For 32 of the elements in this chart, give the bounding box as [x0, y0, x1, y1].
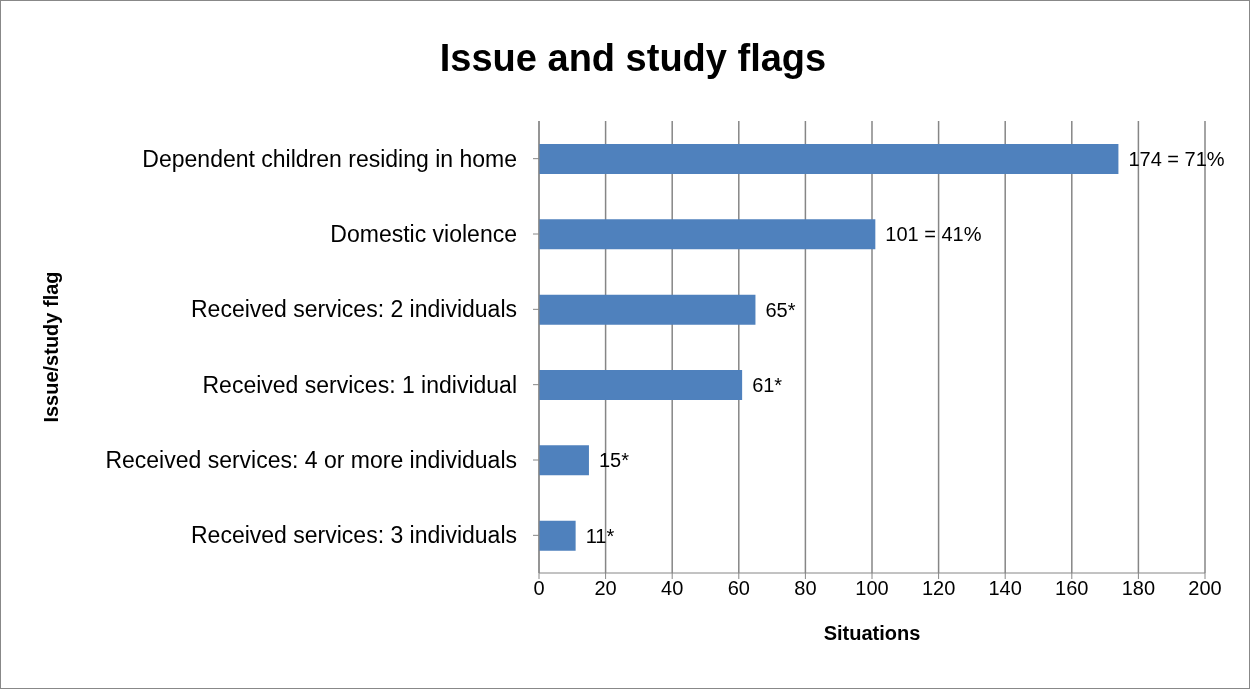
bar: [539, 294, 756, 325]
y-tick-label: Received services: 3 individuals: [191, 522, 517, 549]
data-label: 61*: [752, 374, 783, 396]
x-tick-label: 60: [727, 577, 750, 600]
data-label: 11*: [585, 524, 615, 547]
data-label: 101 = 41%: [885, 223, 982, 246]
y-tick-label: Received services: 1 individual: [202, 371, 517, 398]
data-label: 65*: [765, 298, 796, 321]
chart-title: Issue and study flags: [438, 37, 828, 80]
bar: [539, 520, 576, 551]
y-tick-label: Domestic violence: [330, 221, 517, 248]
y-tick-label: Dependent children residing in home: [142, 145, 517, 172]
data-label: 174 = 71%: [1128, 148, 1225, 170]
bar: [539, 370, 743, 400]
x-tick-label: 0: [533, 577, 545, 600]
x-tick-label: 200: [1188, 577, 1222, 600]
x-tick-label: 80: [794, 577, 817, 600]
x-tick-label: 100: [855, 577, 889, 600]
x-tick-label: 160: [1055, 577, 1089, 600]
bar: [539, 144, 1119, 174]
bar: [539, 219, 876, 250]
x-tick-label: 140: [988, 577, 1022, 600]
x-axis-title: Situations: [823, 622, 921, 644]
x-tick-label: 40: [661, 577, 684, 600]
x-tick-label: 180: [1121, 577, 1156, 600]
bar: [539, 445, 589, 476]
data-label: 15*: [598, 449, 630, 472]
y-tick-label: Received services: 4 or more individuals: [105, 447, 517, 474]
x-tick-label: 120: [921, 577, 956, 600]
y-tick-label: Received services: 2 individuals: [191, 296, 517, 323]
y-axis-title: Issue/study flag: [40, 271, 63, 423]
x-tick-label: 20: [594, 577, 617, 600]
